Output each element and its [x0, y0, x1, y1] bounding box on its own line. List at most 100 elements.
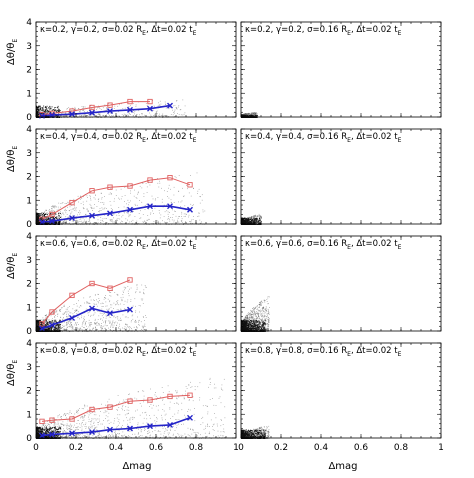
- scatter-point: [152, 196, 153, 197]
- scatter-point: [139, 213, 140, 214]
- scatter-point: [147, 220, 148, 221]
- scatter-point: [59, 218, 60, 219]
- scatter-point: [167, 116, 168, 117]
- scatter-point: [113, 223, 114, 224]
- scatter-point: [255, 114, 256, 115]
- scatter-point: [56, 111, 57, 112]
- scatter-point: [144, 221, 145, 222]
- scatter-point: [172, 110, 173, 111]
- scatter-point: [39, 109, 40, 110]
- scatter-point: [126, 212, 127, 213]
- scatter-point: [100, 217, 101, 218]
- scatter-point: [250, 114, 251, 115]
- scatter-point: [114, 214, 115, 215]
- scatter-point: [174, 220, 175, 221]
- scatter-point: [159, 183, 160, 184]
- scatter-point: [42, 216, 43, 217]
- scatter-point: [103, 218, 104, 219]
- scatter-point: [78, 196, 79, 197]
- scatter-point: [157, 113, 158, 114]
- scatter-point: [155, 200, 156, 201]
- scatter-point: [59, 216, 60, 217]
- scatter-point: [58, 222, 59, 223]
- scatter-point: [48, 111, 49, 112]
- scatter-point: [38, 109, 39, 110]
- scatter-point: [43, 213, 44, 214]
- scatter-point: [37, 216, 38, 217]
- scatter-point: [127, 220, 128, 221]
- scatter-point: [160, 116, 161, 117]
- scatter-point: [181, 216, 182, 217]
- scatter-point: [100, 108, 101, 109]
- scatter-point: [111, 221, 112, 222]
- scatter-point: [174, 111, 175, 112]
- scatter-point: [129, 222, 130, 223]
- scatter-point: [134, 196, 135, 197]
- scatter-point: [55, 214, 56, 215]
- scatter-point: [37, 221, 38, 222]
- scatter-point: [159, 181, 160, 182]
- scatter-point: [116, 190, 117, 191]
- scatter-point: [134, 111, 135, 112]
- scatter-point: [117, 106, 118, 107]
- scatter-point: [54, 206, 55, 207]
- scatter-point: [70, 214, 71, 215]
- scatter-point: [45, 107, 46, 108]
- scatter-point: [82, 110, 83, 111]
- scatter-point: [58, 207, 59, 208]
- scatter-point: [159, 105, 160, 106]
- scatter-point: [141, 202, 142, 203]
- scatter-point: [86, 115, 87, 116]
- scatter-point: [67, 214, 68, 215]
- scatter-point: [64, 210, 65, 211]
- scatter-point: [180, 206, 181, 207]
- scatter-point: [99, 114, 100, 115]
- scatter-point: [94, 204, 95, 205]
- scatter-point: [69, 223, 70, 224]
- scatter-point: [112, 209, 113, 210]
- scatter-point: [46, 218, 47, 219]
- scatter-point: [75, 108, 76, 109]
- scatter-point: [158, 197, 159, 198]
- scatter-point: [71, 209, 72, 210]
- scatter-point: [158, 223, 159, 224]
- scatter-point: [139, 114, 140, 115]
- scatter-point: [41, 219, 42, 220]
- scatter-point: [111, 208, 112, 209]
- scatter-point: [86, 217, 87, 218]
- scatter-point: [136, 105, 137, 106]
- scatter-point: [140, 210, 141, 211]
- scatter-point: [56, 207, 57, 208]
- scatter-point: [51, 206, 52, 207]
- scatter-point: [62, 213, 63, 214]
- scatter-point: [46, 213, 47, 214]
- scatter-point: [162, 114, 163, 115]
- scatter-point: [38, 216, 39, 217]
- scatter-point: [89, 220, 90, 221]
- scatter-point: [76, 207, 77, 208]
- scatter-point: [86, 221, 87, 222]
- scatter-point: [243, 115, 244, 116]
- scatter-point: [49, 210, 50, 211]
- scatter-point: [158, 221, 159, 222]
- scatter-point: [186, 214, 187, 215]
- scatter-point: [110, 201, 111, 202]
- scatter-point: [193, 216, 194, 217]
- scatter-point: [116, 215, 117, 216]
- scatter-point: [100, 202, 101, 203]
- scatter-point: [42, 109, 43, 110]
- scatter-point: [154, 221, 155, 222]
- scatter-point: [114, 222, 115, 223]
- scatter-point: [200, 203, 201, 204]
- scatter-point: [178, 202, 179, 203]
- scatter-point: [59, 213, 60, 214]
- scatter-point: [56, 214, 57, 215]
- scatter-point: [97, 206, 98, 207]
- scatter-point: [176, 216, 177, 217]
- scatter-point: [67, 217, 68, 218]
- scatter-point: [182, 100, 183, 101]
- scatter-point: [41, 218, 42, 219]
- scatter-point: [50, 109, 51, 110]
